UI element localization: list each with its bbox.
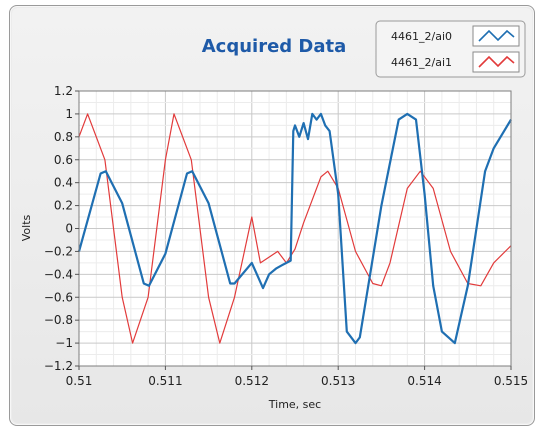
grid	[79, 91, 511, 366]
x-tick-label: 0.513	[321, 374, 355, 388]
y-axis-ticks: 1.2 1 0.8 0.6 0.4 0.2 0 −0.2 −0.4 −0.6 −0.8 −1 −1.2	[44, 84, 79, 373]
y-tick-label: 0.6	[54, 153, 73, 167]
series-line-0	[77, 112, 512, 345]
y-tick-label: −0.4	[44, 267, 73, 281]
y-tick-label: 0	[65, 222, 73, 236]
y-tick-label: −0.2	[44, 244, 73, 258]
y-tick-label: −1	[55, 336, 73, 350]
y-tick-label: −0.8	[44, 313, 73, 327]
legend[interactable]: 4461_2/ai0 4461_2/ai1	[375, 20, 526, 78]
y-tick-label: 0.2	[54, 199, 73, 213]
y-tick-label: 1.2	[54, 84, 73, 98]
legend-item-0[interactable]: 4461_2/ai0	[391, 25, 520, 47]
series-layer	[77, 112, 512, 345]
x-tick-label: 0.514	[407, 374, 441, 388]
legend-item-1[interactable]: 4461_2/ai1	[391, 51, 520, 73]
y-tick-label: 0.4	[54, 176, 73, 190]
x-tick-label: 0.515	[494, 374, 528, 388]
chart-title: Acquired Data	[202, 36, 347, 57]
y-axis-label: Volts	[20, 214, 33, 241]
legend-label: 4461_2/ai0	[391, 30, 452, 43]
x-tick-label: 0.51	[66, 374, 93, 388]
legend-label: 4461_2/ai1	[391, 56, 452, 69]
x-tick-label: 0.512	[235, 374, 269, 388]
y-tick-label: −0.6	[44, 290, 73, 304]
y-tick-label: 0.8	[54, 130, 73, 144]
x-tick-label: 0.511	[148, 374, 182, 388]
y-tick-label: −1.2	[44, 359, 73, 373]
x-axis-ticks: 0.51 0.511 0.512 0.513 0.514 0.515	[66, 366, 528, 388]
x-axis-label: Time, sec	[268, 398, 321, 411]
plot-area	[77, 90, 512, 367]
y-tick-label: 1	[65, 107, 73, 121]
legend-swatch-line	[478, 55, 515, 68]
legend-swatch-line	[478, 29, 515, 42]
